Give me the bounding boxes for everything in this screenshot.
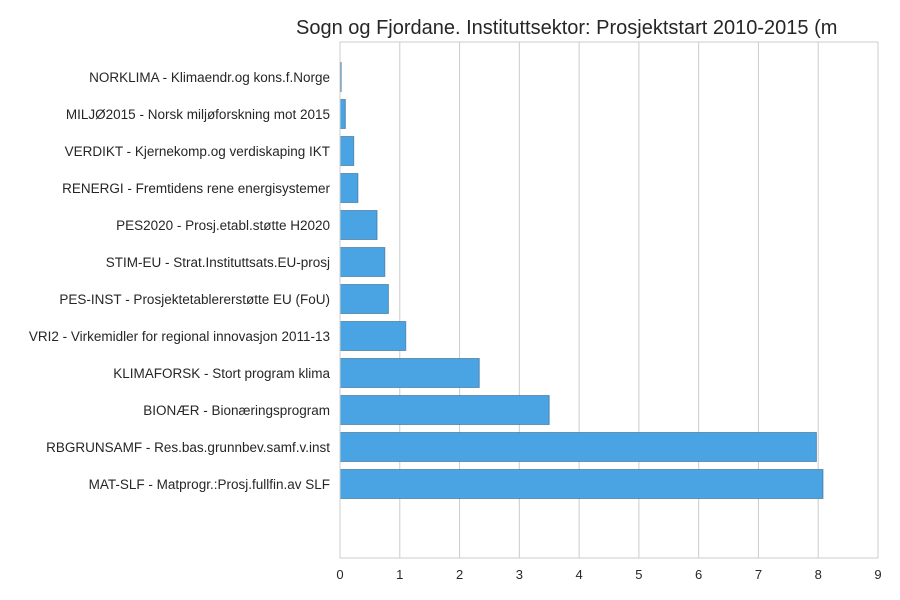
x-tick-label: 8 (815, 567, 822, 582)
category-label: NORKLIMA - Klimaendr.og kons.f.Norge (89, 70, 330, 85)
category-label: PES2020 - Prosj.etabl.støtte H2020 (116, 218, 330, 233)
bar (339, 284, 389, 314)
category-label: RENERGI - Fremtidens rene energisystemer (62, 181, 330, 196)
category-label: PES-INST - Prosjektetablererstøtte EU (F… (59, 292, 330, 307)
bar (339, 358, 480, 388)
category-label: MILJØ2015 - Norsk miljøforskning mot 201… (66, 107, 330, 122)
bar (339, 321, 407, 351)
bar (339, 395, 550, 425)
bar (339, 469, 824, 499)
x-tick-label: 5 (635, 567, 642, 582)
category-label: STIM-EU - Strat.Instituttsats.EU-prosj (106, 255, 330, 270)
x-tick-label: 1 (396, 567, 403, 582)
x-tick-label: 0 (336, 567, 343, 582)
x-tick-label: 9 (874, 567, 881, 582)
category-label: VRI2 - Virkemidler for regional innovasj… (29, 329, 330, 344)
category-label: KLIMAFORSK - Stort program klima (113, 366, 330, 381)
category-labels: NORKLIMA - Klimaendr.og kons.f.Norge MILJ… (29, 70, 331, 492)
x-tick-label: 4 (575, 567, 582, 582)
bar (339, 136, 355, 166)
x-tick-label: 6 (695, 567, 702, 582)
bar (339, 173, 359, 203)
plot-frame (339, 41, 879, 559)
category-label: RBGRUNSAMF - Res.bas.grunnbev.samf.v.ins… (46, 440, 330, 455)
bar (339, 247, 386, 277)
x-axis-ticks: 0 1 2 3 4 5 6 7 8 9 (336, 567, 881, 582)
x-tick-label: 2 (456, 567, 463, 582)
x-tick-label: 3 (516, 567, 523, 582)
category-label: VERDIKT - Kjernekomp.og verdiskaping IKT (65, 144, 330, 159)
bar (339, 99, 346, 129)
bar (339, 210, 378, 240)
chart-title: Sogn og Fjordane. Instituttsektor: Prosj… (296, 17, 837, 39)
bars (339, 62, 824, 499)
x-tick-label: 7 (755, 567, 762, 582)
category-label: BIONÆR - Bionæringsprogram (143, 403, 330, 418)
category-label: MAT-SLF - Matprogr.:Prosj.fullfin.av SLF (89, 477, 330, 492)
bar (339, 432, 817, 462)
